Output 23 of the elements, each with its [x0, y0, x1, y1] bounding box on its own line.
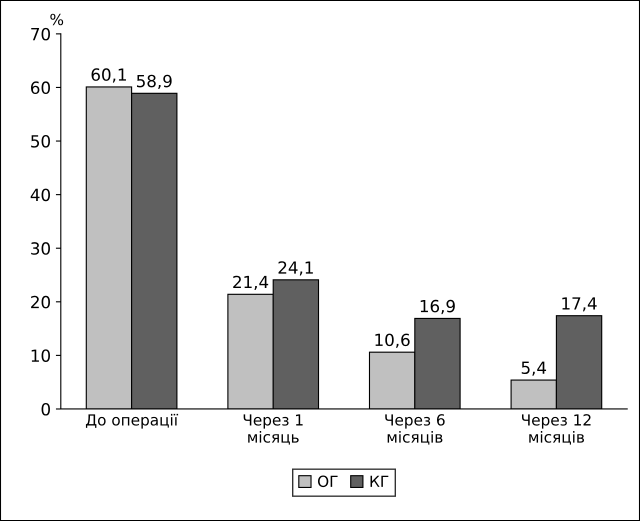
y-tick-label: 0 [42, 402, 50, 416]
y-tick-label: 20 [31, 296, 50, 308]
x-tick-label: Через 1 місяць [244, 414, 303, 445]
y-tick-label: 40 [30, 188, 50, 202]
data-label: 17,4 [562, 297, 597, 312]
data-label: 5,4 [522, 362, 546, 376]
y-tick-label: 50 [31, 135, 50, 148]
legend-label: ОГ [318, 476, 338, 488]
data-label: 21,4 [233, 276, 268, 290]
data-label: 24,1 [278, 261, 313, 276]
data-label: 10,6 [375, 334, 410, 348]
y-tick-label: 70 [31, 28, 50, 40]
data-label: 60,1 [92, 68, 126, 83]
x-tick-label: Через 6 місяців [385, 414, 445, 445]
y-tick-label: 30 [31, 242, 50, 255]
data-label: 58,9 [136, 74, 172, 90]
data-label: 16,9 [420, 300, 455, 314]
y-tick-label: 10 [32, 349, 50, 362]
y-tick-label: 60 [31, 81, 50, 94]
y-axis-title: % [50, 14, 64, 26]
x-tick-label: Через 12 місяців [522, 414, 591, 445]
x-tick-label: До операції [86, 414, 178, 429]
legend-label: КГ [370, 476, 388, 487]
